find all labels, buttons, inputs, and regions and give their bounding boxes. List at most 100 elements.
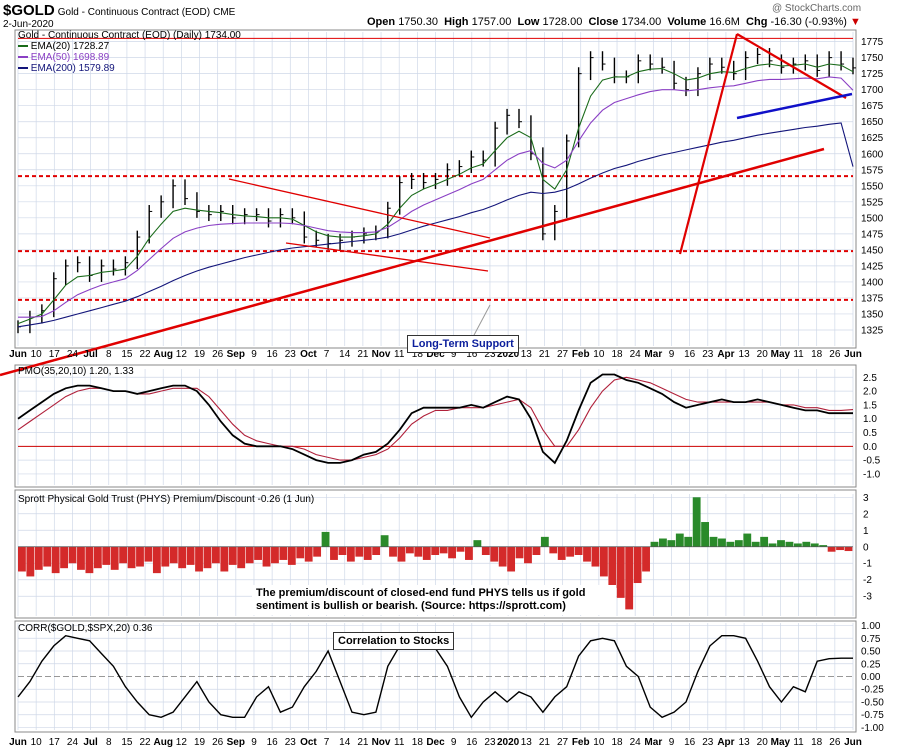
premium-bar bbox=[566, 546, 575, 557]
trend-line bbox=[285, 242, 489, 272]
pmo-panel-title: PMO(35,20,10) 1.20, 1.33 bbox=[18, 366, 134, 377]
pmo-tick-label: -1.0 bbox=[863, 469, 881, 480]
x-tick-label: 16 bbox=[684, 349, 696, 360]
premium-bar bbox=[810, 543, 819, 547]
premium-bar bbox=[684, 536, 693, 547]
x-tick-label: 11 bbox=[793, 349, 804, 360]
premium-bar bbox=[203, 546, 212, 569]
x-tick-label: Jun bbox=[9, 737, 27, 748]
premium-bar bbox=[110, 546, 119, 570]
x-tick-label: 12 bbox=[176, 349, 188, 360]
open-label: Open bbox=[367, 16, 396, 28]
premium-bar bbox=[321, 531, 330, 547]
premium-bar bbox=[633, 546, 642, 584]
symbol: $GOLD bbox=[3, 2, 55, 19]
x-tick-label: 14 bbox=[339, 349, 351, 360]
premium-bar bbox=[734, 540, 743, 547]
premium-bar bbox=[768, 543, 777, 547]
price-tick-label: 1725 bbox=[861, 69, 884, 80]
price-tick-label: 1550 bbox=[861, 181, 884, 192]
x-tick-label: 20 bbox=[757, 349, 769, 360]
price-panel-title: Gold - Continuous Contract (EOD) (Daily)… bbox=[18, 30, 241, 41]
x-tick-label: 23 bbox=[702, 349, 714, 360]
x-tick-label: Jun bbox=[844, 349, 862, 360]
premium-bar bbox=[363, 546, 372, 560]
x-tick-label: 11 bbox=[394, 737, 405, 748]
premium-bar bbox=[287, 546, 296, 565]
x-tick-label: 18 bbox=[811, 737, 823, 748]
x-tick-label: 16 bbox=[466, 349, 478, 360]
x-tick-label: May bbox=[771, 737, 791, 748]
premium-tick-label: -3 bbox=[863, 592, 872, 603]
x-tick-label: 23 bbox=[285, 737, 297, 748]
premium-bar bbox=[85, 546, 94, 574]
premium-bar bbox=[372, 546, 381, 555]
premium-bar bbox=[144, 546, 153, 562]
x-tick-label: 13 bbox=[521, 737, 533, 748]
premium-bar bbox=[760, 536, 769, 547]
x-tick-label: 11 bbox=[793, 737, 804, 748]
pmo-tick-label: 1.0 bbox=[863, 414, 877, 425]
x-tick-label: 21 bbox=[539, 349, 551, 360]
premium-bar bbox=[827, 546, 836, 552]
x-tick-label: Jul bbox=[83, 349, 98, 360]
x-tick-label: 13 bbox=[739, 737, 751, 748]
premium-bar bbox=[540, 536, 549, 547]
premium-bar bbox=[296, 546, 305, 559]
premium-bar bbox=[659, 538, 667, 547]
x-tick-label: 20 bbox=[757, 737, 769, 748]
premium-bar bbox=[279, 546, 288, 560]
x-tick-label: Feb bbox=[572, 737, 590, 748]
premium-bar bbox=[380, 535, 389, 547]
x-tick-label: 24 bbox=[67, 349, 79, 360]
legend-ema20: EMA(20) 1728.27 bbox=[18, 41, 109, 52]
x-tick-label: 10 bbox=[593, 349, 605, 360]
price-tick-label: 1625 bbox=[861, 133, 884, 144]
premium-bar bbox=[414, 546, 423, 557]
x-tick-label: 24 bbox=[630, 737, 642, 748]
corr-tick-label: -0.25 bbox=[861, 685, 884, 696]
high-value: 1757.00 bbox=[471, 16, 512, 28]
low-value: 1728.00 bbox=[542, 16, 583, 28]
premium-bar bbox=[574, 546, 583, 555]
premium-annotation: The premium/discount of closed-end fund … bbox=[252, 585, 616, 615]
x-tick-label: 9 bbox=[669, 349, 675, 360]
price-tick-label: 1650 bbox=[861, 117, 884, 128]
corr-tick-label: -1.00 bbox=[861, 723, 884, 734]
premium-bar bbox=[557, 546, 566, 560]
premium-bar bbox=[465, 546, 473, 560]
premium-bar bbox=[26, 546, 35, 577]
x-tick-label: 16 bbox=[684, 737, 696, 748]
premium-bar bbox=[650, 541, 659, 547]
x-tick-label: 24 bbox=[67, 737, 79, 748]
x-tick-label: 23 bbox=[484, 349, 496, 360]
premium-bar bbox=[743, 533, 752, 547]
premium-bar bbox=[751, 541, 760, 547]
x-tick-label: 8 bbox=[106, 737, 112, 748]
x-tick-label: 21 bbox=[357, 737, 369, 748]
price-tick-label: 1600 bbox=[861, 149, 884, 160]
premium-bar bbox=[844, 546, 853, 552]
premium-bar bbox=[481, 546, 490, 555]
premium-bar bbox=[524, 546, 532, 564]
x-tick-label: 15 bbox=[121, 349, 133, 360]
premium-bar bbox=[490, 546, 499, 562]
corr-panel-title: CORR($GOLD,$SPX,20) 0.36 bbox=[18, 623, 153, 634]
trend-line bbox=[736, 92, 853, 120]
premium-bar bbox=[127, 546, 136, 569]
ema200-swatch bbox=[18, 67, 28, 70]
premium-bar bbox=[532, 546, 541, 555]
price-tick-label: 1525 bbox=[861, 197, 884, 208]
premium-bar bbox=[549, 546, 558, 554]
price-tick-label: 1575 bbox=[861, 165, 884, 176]
x-tick-label: Sep bbox=[227, 737, 245, 748]
premium-bar bbox=[608, 546, 617, 588]
x-tick-label: Oct bbox=[300, 737, 317, 748]
price-tick-label: 1700 bbox=[861, 85, 884, 96]
x-tick-label: 22 bbox=[140, 737, 152, 748]
premium-bar bbox=[152, 546, 161, 574]
premium-tick-label: 0 bbox=[863, 542, 869, 553]
long-term-support-annotation: Long-Term Support bbox=[407, 335, 519, 353]
x-tick-label: 11 bbox=[394, 349, 405, 360]
x-tick-label: 27 bbox=[557, 737, 569, 748]
